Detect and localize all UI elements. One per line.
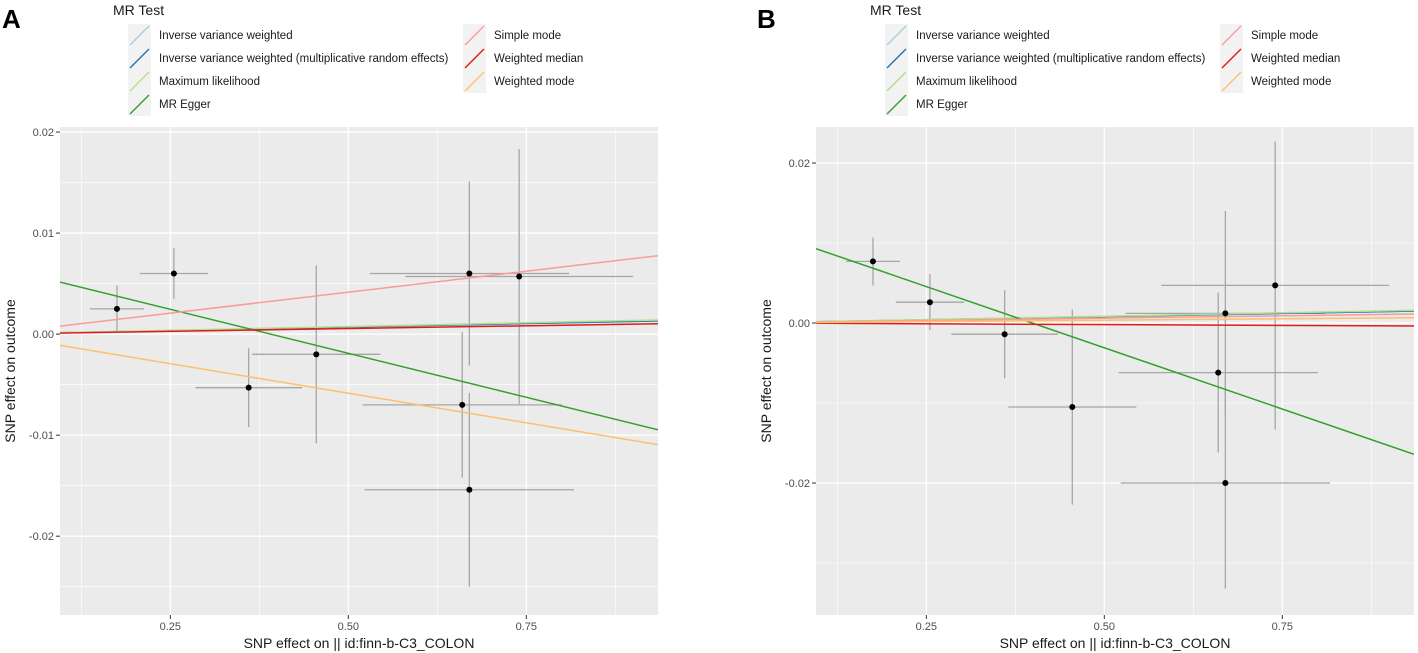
panel-label: A <box>2 4 21 34</box>
legend-key <box>128 24 151 47</box>
legend-item-label: Weighted mode <box>1251 76 1331 88</box>
y-axis-title: SNP effect on outcome <box>2 299 18 443</box>
data-point <box>1069 404 1076 410</box>
legend-key <box>463 70 486 93</box>
x-tick-label: 0.25 <box>160 621 181 633</box>
line-weighted-median <box>816 322 1414 327</box>
legend-key-line <box>886 71 907 92</box>
legend-key <box>128 47 151 70</box>
legend-item-label: Weighted median <box>1251 53 1340 65</box>
legend: MR Test Inverse variance weighted Inverse … <box>870 2 1340 116</box>
y-tick-label: 0.00 <box>789 318 810 330</box>
y-tick-label: -0.02 <box>785 478 810 490</box>
legend-key <box>885 24 908 47</box>
legend-item-label: Simple mode <box>494 30 561 42</box>
y-tick-label: 0.00 <box>33 329 54 341</box>
legend-item-label: MR Egger <box>916 99 968 111</box>
legend-item-label: Maximum likelihood <box>159 76 260 88</box>
x-tick-label: 0.75 <box>1272 621 1293 633</box>
plot-area <box>816 141 1414 589</box>
plot-background <box>60 127 658 615</box>
panel-label: B <box>757 4 776 34</box>
legend-key-line <box>129 94 150 115</box>
data-point <box>1001 331 1008 338</box>
legend-item-label: MR Egger <box>159 99 211 111</box>
legend-key-line <box>886 25 907 46</box>
x-tick-label: 0.75 <box>516 621 537 633</box>
legend-item-label: Inverse variance weighted (multiplicativ… <box>159 53 449 65</box>
legend-key <box>128 70 151 93</box>
legend-key-line <box>1221 25 1242 46</box>
plot-background <box>816 127 1414 615</box>
line-maximum-likelihood <box>60 319 658 334</box>
x-tick-label: 0.50 <box>1094 621 1115 633</box>
legend-key <box>885 93 908 116</box>
data-point <box>1222 310 1229 317</box>
y-tick-label: -0.02 <box>29 531 54 543</box>
data-point <box>926 299 933 306</box>
legend-item-label: Weighted median <box>494 53 583 65</box>
line-weighted-mode <box>816 317 1414 324</box>
legend-key <box>1220 24 1243 47</box>
x-axis-title: SNP effect on || id:finn-b-C3_COLON <box>1000 635 1231 651</box>
line-weighted-mode <box>60 344 658 446</box>
y-tick-label: -0.01 <box>29 430 54 442</box>
legend-item-label: Inverse variance weighted <box>159 30 293 42</box>
legend-item-label: Inverse variance weighted <box>916 30 1050 42</box>
legend-key-line <box>886 94 907 115</box>
line-simple-mode <box>816 313 1414 323</box>
data-point <box>245 384 252 391</box>
data-point <box>170 270 177 277</box>
y-tick-label: 0.01 <box>33 228 54 240</box>
legend-key-line <box>129 48 150 69</box>
y-tick-label: 0.02 <box>789 158 810 170</box>
legend-key-line <box>129 25 150 46</box>
legend-key <box>128 93 151 116</box>
data-point <box>516 273 523 280</box>
legend-key <box>885 47 908 70</box>
legend-item-label: Simple mode <box>1251 30 1318 42</box>
legend-item-label: Maximum likelihood <box>916 76 1017 88</box>
x-tick-label: 0.25 <box>916 621 937 633</box>
line-mr-egger <box>816 247 1414 455</box>
data-point <box>869 258 876 265</box>
legend-key <box>463 24 486 47</box>
data-point <box>1272 282 1279 289</box>
data-point <box>113 305 120 312</box>
legend-key <box>1220 47 1243 70</box>
line-simple-mode <box>60 254 658 327</box>
legend-item-label: Inverse variance weighted (multiplicativ… <box>916 53 1206 65</box>
legend-key <box>463 47 486 70</box>
legend-key-line <box>1221 71 1242 92</box>
legend-key-line <box>886 48 907 69</box>
data-point <box>313 351 320 358</box>
data-point <box>1215 369 1222 376</box>
legend-key <box>885 70 908 93</box>
plot-area <box>60 149 658 587</box>
legend-key-line <box>464 71 485 92</box>
line-mr-egger <box>60 281 658 431</box>
y-tick-label: 0.02 <box>33 127 54 139</box>
x-tick-label: 0.50 <box>338 621 359 633</box>
line-weighted-median <box>60 322 658 334</box>
legend: MR Test Inverse variance weighted Inverse … <box>113 2 583 116</box>
legend-key-line <box>464 48 485 69</box>
y-axis-title: SNP effect on outcome <box>758 299 774 443</box>
legend-key-line <box>464 25 485 46</box>
panel-a: A MR Test Inverse variance weighted Inverse… <box>2 2 658 651</box>
x-axis-title: SNP effect on || id:finn-b-C3_COLON <box>244 635 475 651</box>
data-point <box>459 401 466 408</box>
legend-key-line <box>129 71 150 92</box>
data-point <box>466 270 473 277</box>
legend-item-label: Weighted mode <box>494 76 574 88</box>
legend-key-line <box>1221 48 1242 69</box>
legend-key <box>1220 70 1243 93</box>
legend-title: MR Test <box>870 2 921 18</box>
legend-title: MR Test <box>113 2 164 18</box>
line-maximum-likelihood <box>816 309 1414 323</box>
data-point <box>466 486 473 493</box>
data-point <box>1222 480 1229 486</box>
panel-b: B MR Test Inverse variance weighted Inverse… <box>757 2 1414 651</box>
